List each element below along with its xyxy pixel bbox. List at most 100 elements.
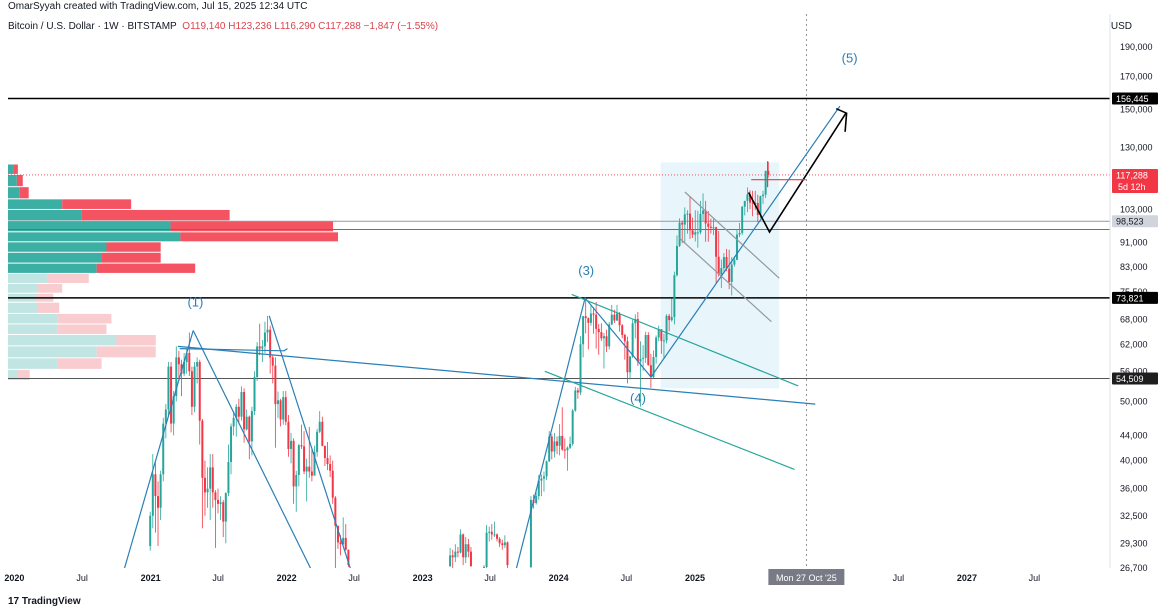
candle-body [303,446,306,472]
candle-body [198,361,201,421]
volume-profile-down-bar [17,369,30,380]
candle-body [652,356,655,378]
crosshair-date-label: Mon 27 Oct '25 [776,573,837,583]
candle-body [162,423,165,475]
candle-body [284,397,287,422]
candle-body [584,316,587,319]
y-axis-tick-label: 44,000 [1120,430,1148,440]
candle-body [542,476,545,479]
y-axis-tick-label: 50,000 [1120,396,1148,406]
x-axis-tick-label: 2025 [685,573,705,583]
trend-line [747,112,847,234]
volume-profile-down-bar [19,187,29,199]
volume-profile-up-bar [8,334,117,346]
x-axis-tick-label: 2027 [957,573,977,583]
volume-profile-up-bar [8,221,171,232]
candle-body [318,421,321,432]
volume-profile-down-bar [16,174,23,187]
candle-body [323,445,326,459]
candle-body [217,499,219,504]
y-axis-tick-label: 190,000 [1120,42,1153,52]
volume-profile-up-bar [8,324,58,334]
candle-body [256,346,259,378]
candle-body [326,458,329,464]
candle-body [219,502,222,504]
volume-profile-up-bar [8,302,38,313]
candle-body [722,257,725,269]
volume-profile-down-bar [13,164,18,174]
plot-area: (1) (3) (4) (5) [8,14,1110,568]
candle-body [206,488,209,493]
candle-body [154,474,157,497]
candle-body [636,318,639,362]
volume-profile-down-bar [106,242,161,252]
candle-body [681,222,684,225]
volume-profile-down-bar [47,273,89,283]
currency-label[interactable]: USD [1110,21,1132,32]
volume-profile-down-bar [62,199,132,209]
y-axis-tick-label: 150,000 [1120,105,1153,115]
candle-body [237,406,240,417]
elliott-wave-label: (4) [630,390,646,405]
price-label-box [1112,215,1158,228]
candle-body [631,323,634,357]
candle-body [485,532,488,568]
candle-body [232,417,235,427]
candle-body [699,213,702,233]
candle-body [336,525,339,543]
x-axis-tick-label: Jul [621,573,633,583]
volume-profile-down-bar [101,252,161,263]
trend-line [515,105,841,568]
x-axis-tick-label: Jul [1029,573,1041,583]
y-axis-tick-label: 170,000 [1120,71,1153,81]
candle-body [579,344,582,393]
candle-body [642,357,645,359]
candle-body [342,537,345,545]
symbol-info[interactable]: Bitcoin / U.S. Dollar · 1W · BITSTAMP O1… [8,21,438,32]
candle-body [224,493,227,522]
volume-profile-up-bar [8,283,38,293]
candle-body [548,436,551,462]
candle-body [190,371,193,407]
candle-body [276,400,279,405]
candle-body [316,431,319,453]
candle-body [639,358,642,362]
candle-body [329,463,332,471]
candle-body [188,352,191,372]
candle-body [683,214,686,225]
trend-line [177,345,816,405]
candle-body [313,452,316,476]
candle-body [644,334,647,358]
volume-profile-up-bar [8,187,20,199]
candle-body [707,223,710,227]
volume-profile-up-bar [8,199,63,209]
candle-body [728,268,731,282]
candle-body [626,341,629,373]
elliott-wave-label: (1) [187,294,203,309]
candle-body [266,329,269,333]
volume-profile-down-bar [57,313,112,324]
candle-body [566,447,569,451]
candle-body [647,334,650,366]
candle-body [297,445,300,475]
candle-body [702,210,705,214]
volume-profile-down-bar [116,334,156,346]
candle-body [553,441,556,452]
candle-body [462,534,465,558]
candle-body [321,421,324,446]
y-axis-tick-label: 68,000 [1120,315,1148,325]
volume-profile-up-bar [8,174,17,187]
price-label-text: 54,509 [1116,374,1144,384]
candle-body [764,170,767,195]
candle-body [618,313,621,326]
candle-body [344,537,347,550]
candle-body [634,318,637,324]
y-axis-tick-label: 56,000 [1120,366,1148,376]
y-axis-tick-label: 32,500 [1120,511,1148,521]
candle-body [467,544,470,552]
candle-body [305,466,308,472]
candle-body [556,441,559,446]
price-label-box [1112,291,1158,304]
candle-body [537,480,540,497]
